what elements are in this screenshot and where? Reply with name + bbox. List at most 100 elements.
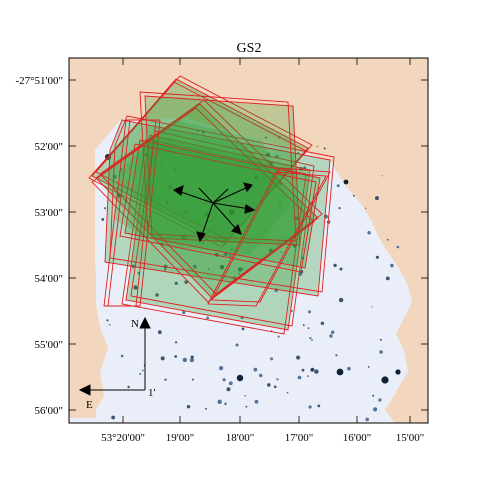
star — [111, 415, 115, 420]
star — [228, 254, 232, 258]
star — [144, 153, 147, 157]
y-tick-label: 52'00" — [35, 141, 63, 153]
arrow-down-icon — [196, 231, 206, 243]
star — [101, 218, 105, 221]
star — [175, 341, 178, 344]
star — [159, 164, 162, 167]
star — [310, 367, 315, 372]
star — [301, 368, 305, 372]
star — [197, 130, 199, 133]
footprint-tile — [95, 75, 313, 241]
star — [230, 248, 233, 251]
footprint-tile — [91, 107, 315, 303]
star — [184, 210, 188, 213]
star — [219, 366, 224, 371]
bright-star — [381, 376, 389, 384]
star — [290, 309, 293, 312]
x-tick-label: 53°20'00" — [101, 432, 145, 444]
compass-scale-label: 1' — [148, 387, 156, 399]
star — [314, 369, 319, 374]
star — [133, 285, 138, 290]
star — [372, 394, 375, 397]
star — [106, 319, 109, 322]
star — [204, 212, 209, 217]
star — [254, 175, 259, 180]
plot-frame — [68, 57, 429, 424]
star — [336, 184, 340, 188]
star — [182, 310, 186, 315]
star — [108, 323, 111, 326]
star — [166, 200, 169, 204]
star — [379, 338, 382, 341]
overlap-region — [115, 120, 290, 255]
star — [277, 335, 280, 338]
star-field — [101, 130, 401, 422]
star — [386, 238, 389, 241]
bright-star — [229, 209, 235, 215]
star — [373, 407, 378, 412]
star — [235, 343, 239, 347]
star — [254, 399, 259, 404]
star — [307, 375, 309, 377]
star — [206, 316, 210, 320]
footprint-tile — [211, 167, 331, 303]
star — [385, 276, 390, 281]
star — [189, 358, 194, 363]
star — [297, 375, 302, 380]
star — [323, 147, 326, 150]
star — [192, 264, 197, 269]
star — [174, 281, 178, 285]
star — [267, 383, 271, 387]
footprint-tile — [99, 99, 323, 295]
x-tick-label: 16'00" — [343, 432, 371, 444]
star — [294, 216, 299, 220]
star — [155, 293, 159, 297]
star — [352, 194, 355, 197]
star — [338, 297, 344, 303]
star — [375, 196, 379, 201]
star — [191, 378, 194, 381]
north-arrow-icon — [139, 316, 151, 329]
star — [245, 405, 248, 408]
star — [329, 334, 333, 338]
star — [280, 251, 282, 253]
y-tick-label: 55'00" — [35, 339, 63, 351]
star — [347, 366, 351, 371]
star — [320, 321, 325, 325]
star — [201, 241, 204, 244]
star — [207, 268, 210, 270]
star — [367, 366, 370, 368]
y-tick-label: 53'00" — [35, 207, 63, 219]
star — [311, 339, 313, 342]
footprint-tile — [207, 171, 327, 307]
star — [253, 367, 258, 372]
star — [226, 387, 231, 392]
star — [120, 354, 124, 358]
bright-star — [343, 179, 349, 185]
star — [128, 167, 130, 169]
star — [308, 310, 311, 314]
star — [317, 404, 321, 408]
star — [164, 268, 166, 271]
star — [244, 395, 246, 397]
star — [217, 399, 222, 404]
star — [378, 398, 382, 402]
star — [219, 264, 225, 270]
star — [242, 268, 245, 270]
star — [364, 207, 367, 209]
star — [182, 357, 187, 363]
arrow-right-icon — [244, 204, 256, 214]
star — [278, 182, 282, 186]
star — [365, 417, 370, 422]
compass-east-label: E — [86, 399, 93, 411]
star — [273, 385, 277, 389]
arrow-left-icon — [172, 185, 184, 196]
star — [157, 330, 162, 335]
star — [237, 267, 243, 272]
star — [186, 405, 191, 409]
footprint-tile — [139, 91, 297, 242]
star — [223, 238, 226, 241]
star — [339, 267, 343, 271]
star — [160, 356, 165, 361]
x-tick-label: 17'00" — [285, 432, 313, 444]
